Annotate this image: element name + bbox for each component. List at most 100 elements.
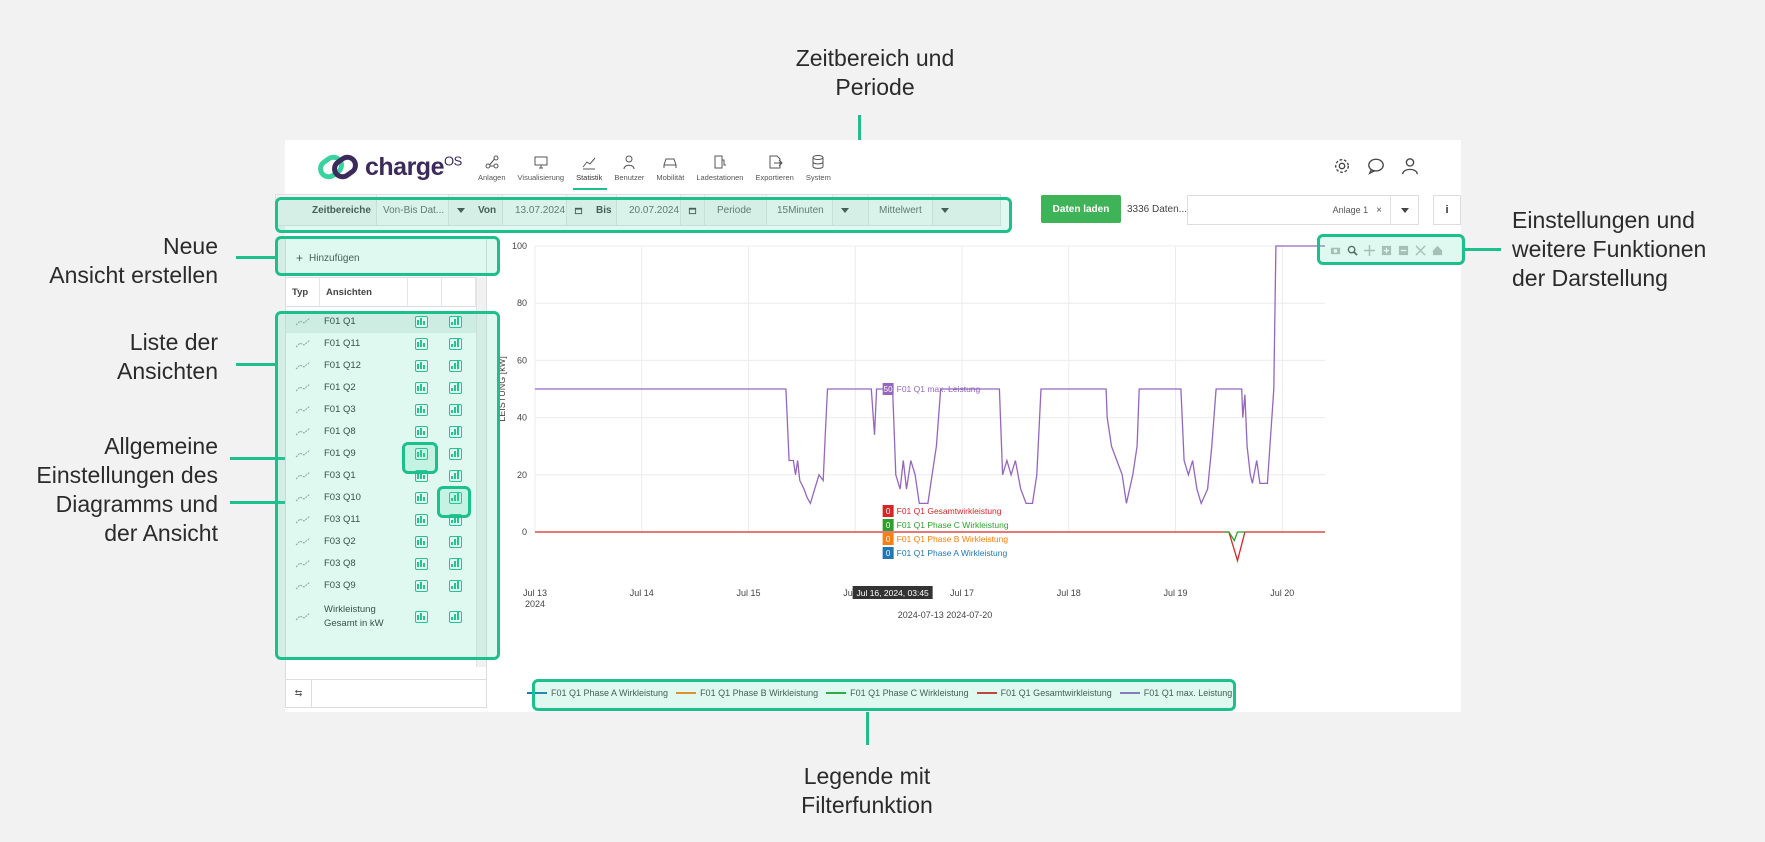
view-settings-button[interactable] xyxy=(448,426,462,438)
legend-item[interactable]: F01 Q1 max. Leistung xyxy=(1119,688,1233,698)
legend-item[interactable]: F01 Q1 Phase C Wirkleistung xyxy=(826,688,969,698)
chart-settings-button[interactable] xyxy=(414,382,428,394)
von-calendar-button[interactable] xyxy=(566,195,590,225)
line-chart-type-icon xyxy=(295,427,311,436)
clear-plant-button[interactable]: × xyxy=(1376,204,1382,216)
view-type xyxy=(286,493,320,503)
load-data-button[interactable]: Daten laden xyxy=(1041,195,1121,223)
plant-tag: Anlage 1 xyxy=(1332,205,1369,215)
chart-settings-button[interactable] xyxy=(414,611,428,623)
chargeos-logo[interactable]: chargeOS xyxy=(317,151,462,183)
chart-settings-button[interactable] xyxy=(414,426,428,438)
view-settings-button[interactable] xyxy=(448,382,462,394)
chart-settings-button[interactable] xyxy=(414,448,428,460)
chart-settings-button[interactable] xyxy=(414,338,428,350)
chart-settings-cell xyxy=(404,514,438,526)
chart-settings-button[interactable] xyxy=(414,536,428,548)
list-item[interactable]: F03 Q11 xyxy=(286,509,476,531)
view-settings-button[interactable] xyxy=(448,448,462,460)
home-icon[interactable] xyxy=(1432,243,1443,256)
autoscale-icon[interactable] xyxy=(1415,243,1426,256)
view-settings-button[interactable] xyxy=(448,470,462,482)
nav-statistik[interactable]: Statistik xyxy=(576,154,602,182)
view-type xyxy=(286,339,320,349)
add-view-button[interactable]: + Hinzufügen xyxy=(296,251,360,265)
zoom-out-icon[interactable] xyxy=(1398,243,1409,256)
legend-item[interactable]: F01 Q1 Phase A Wirkleistung xyxy=(527,688,668,698)
list-item[interactable]: F01 Q1 xyxy=(286,311,476,333)
plant-dropdown-button[interactable] xyxy=(1390,196,1418,224)
aggregation-select[interactable]: Mittelwert xyxy=(868,195,932,225)
view-settings-button[interactable] xyxy=(448,536,462,548)
list-item[interactable]: F01 Q12 xyxy=(286,355,476,377)
nav-anlagen[interactable]: Anlagen xyxy=(478,154,506,182)
series-line-max-leistung xyxy=(535,245,1325,506)
list-item[interactable]: F03 Q9 xyxy=(286,575,476,597)
nav-visualisierung[interactable]: Visualisierung xyxy=(518,154,564,182)
pan-icon[interactable] xyxy=(1364,243,1375,256)
view-settings-button[interactable] xyxy=(448,360,462,372)
view-settings-cell xyxy=(438,448,472,460)
nav-benutzer[interactable]: Benutzer xyxy=(614,154,644,182)
chart-settings-button[interactable] xyxy=(414,492,428,504)
top-icons xyxy=(1333,157,1419,175)
chart-settings-button[interactable] xyxy=(414,514,428,526)
legend-item[interactable]: F01 Q1 Phase B Wirkleistung xyxy=(676,688,818,698)
chart-settings-cell xyxy=(404,580,438,592)
camera-icon[interactable] xyxy=(1330,243,1341,255)
gear-icon[interactable] xyxy=(1333,157,1351,175)
user-account-icon[interactable] xyxy=(1401,157,1419,175)
line-chart-type-icon xyxy=(295,581,311,590)
help-chat-icon[interactable] xyxy=(1367,157,1385,175)
list-item[interactable]: F03 Q8 xyxy=(286,553,476,575)
zoom-icon[interactable] xyxy=(1347,243,1358,256)
line-chart-type-icon xyxy=(295,493,311,502)
view-name: F03 Q11 xyxy=(324,514,361,525)
view-settings-button[interactable] xyxy=(448,404,462,416)
plant-select[interactable]: Anlage 1 × xyxy=(1187,195,1419,225)
periode-select[interactable]: 15Minuten xyxy=(766,195,832,225)
col-type-header: Typ xyxy=(286,278,320,306)
view-settings-button[interactable] xyxy=(448,492,462,504)
nav-system[interactable]: System xyxy=(806,154,831,182)
col-action2-header xyxy=(442,278,476,306)
nav-ladestationen[interactable]: Ladestationen xyxy=(696,154,743,182)
list-item[interactable]: Wirkleistung Gesamt in kW xyxy=(286,597,476,637)
nav-mobilitt[interactable]: Mobilität xyxy=(656,154,684,182)
list-item[interactable]: F01 Q8 xyxy=(286,421,476,443)
zoom-in-icon[interactable] xyxy=(1381,243,1392,256)
list-item[interactable]: F01 Q9 xyxy=(286,443,476,465)
view-settings-button[interactable] xyxy=(448,580,462,592)
view-settings-button[interactable] xyxy=(448,611,462,623)
refresh-icon[interactable]: ⇆ xyxy=(286,680,312,707)
von-date-input[interactable]: 13.07.2024 xyxy=(502,195,566,225)
zeitbereiche-dropdown-button[interactable] xyxy=(448,195,472,225)
bis-calendar-button[interactable] xyxy=(680,195,704,225)
periode-dropdown-button[interactable] xyxy=(832,195,856,225)
view-settings-button[interactable] xyxy=(448,316,462,328)
chart-settings-button[interactable] xyxy=(414,360,428,372)
calendar-icon xyxy=(574,207,583,214)
bis-date-input[interactable]: 20.07.2024 xyxy=(616,195,680,225)
list-item[interactable]: F01 Q2 xyxy=(286,377,476,399)
chart-settings-button[interactable] xyxy=(414,558,428,570)
list-item[interactable]: F03 Q2 xyxy=(286,531,476,553)
list-item[interactable]: F03 Q10 xyxy=(286,487,476,509)
view-settings-button[interactable] xyxy=(448,558,462,570)
export-icon xyxy=(769,155,783,169)
chart-settings-button[interactable] xyxy=(414,580,428,592)
chart-settings-button[interactable] xyxy=(414,404,428,416)
chart-settings-button[interactable] xyxy=(414,316,428,328)
aggregation-dropdown-button[interactable] xyxy=(932,195,956,225)
legend-item[interactable]: F01 Q1 Gesamtwirkleistung xyxy=(976,688,1112,698)
zeitbereiche-select[interactable]: Von-Bis Dat... xyxy=(376,195,448,225)
view-settings-cell xyxy=(438,404,472,416)
sidebar-scrollbar[interactable] xyxy=(476,277,486,667)
legend-label: F01 Q1 max. Leistung xyxy=(1143,688,1233,698)
view-settings-button[interactable] xyxy=(448,338,462,350)
nav-exportieren[interactable]: Exportieren xyxy=(755,154,794,182)
info-button[interactable]: i xyxy=(1433,195,1461,225)
list-item[interactable]: F01 Q11 xyxy=(286,333,476,355)
list-item[interactable]: F01 Q3 xyxy=(286,399,476,421)
